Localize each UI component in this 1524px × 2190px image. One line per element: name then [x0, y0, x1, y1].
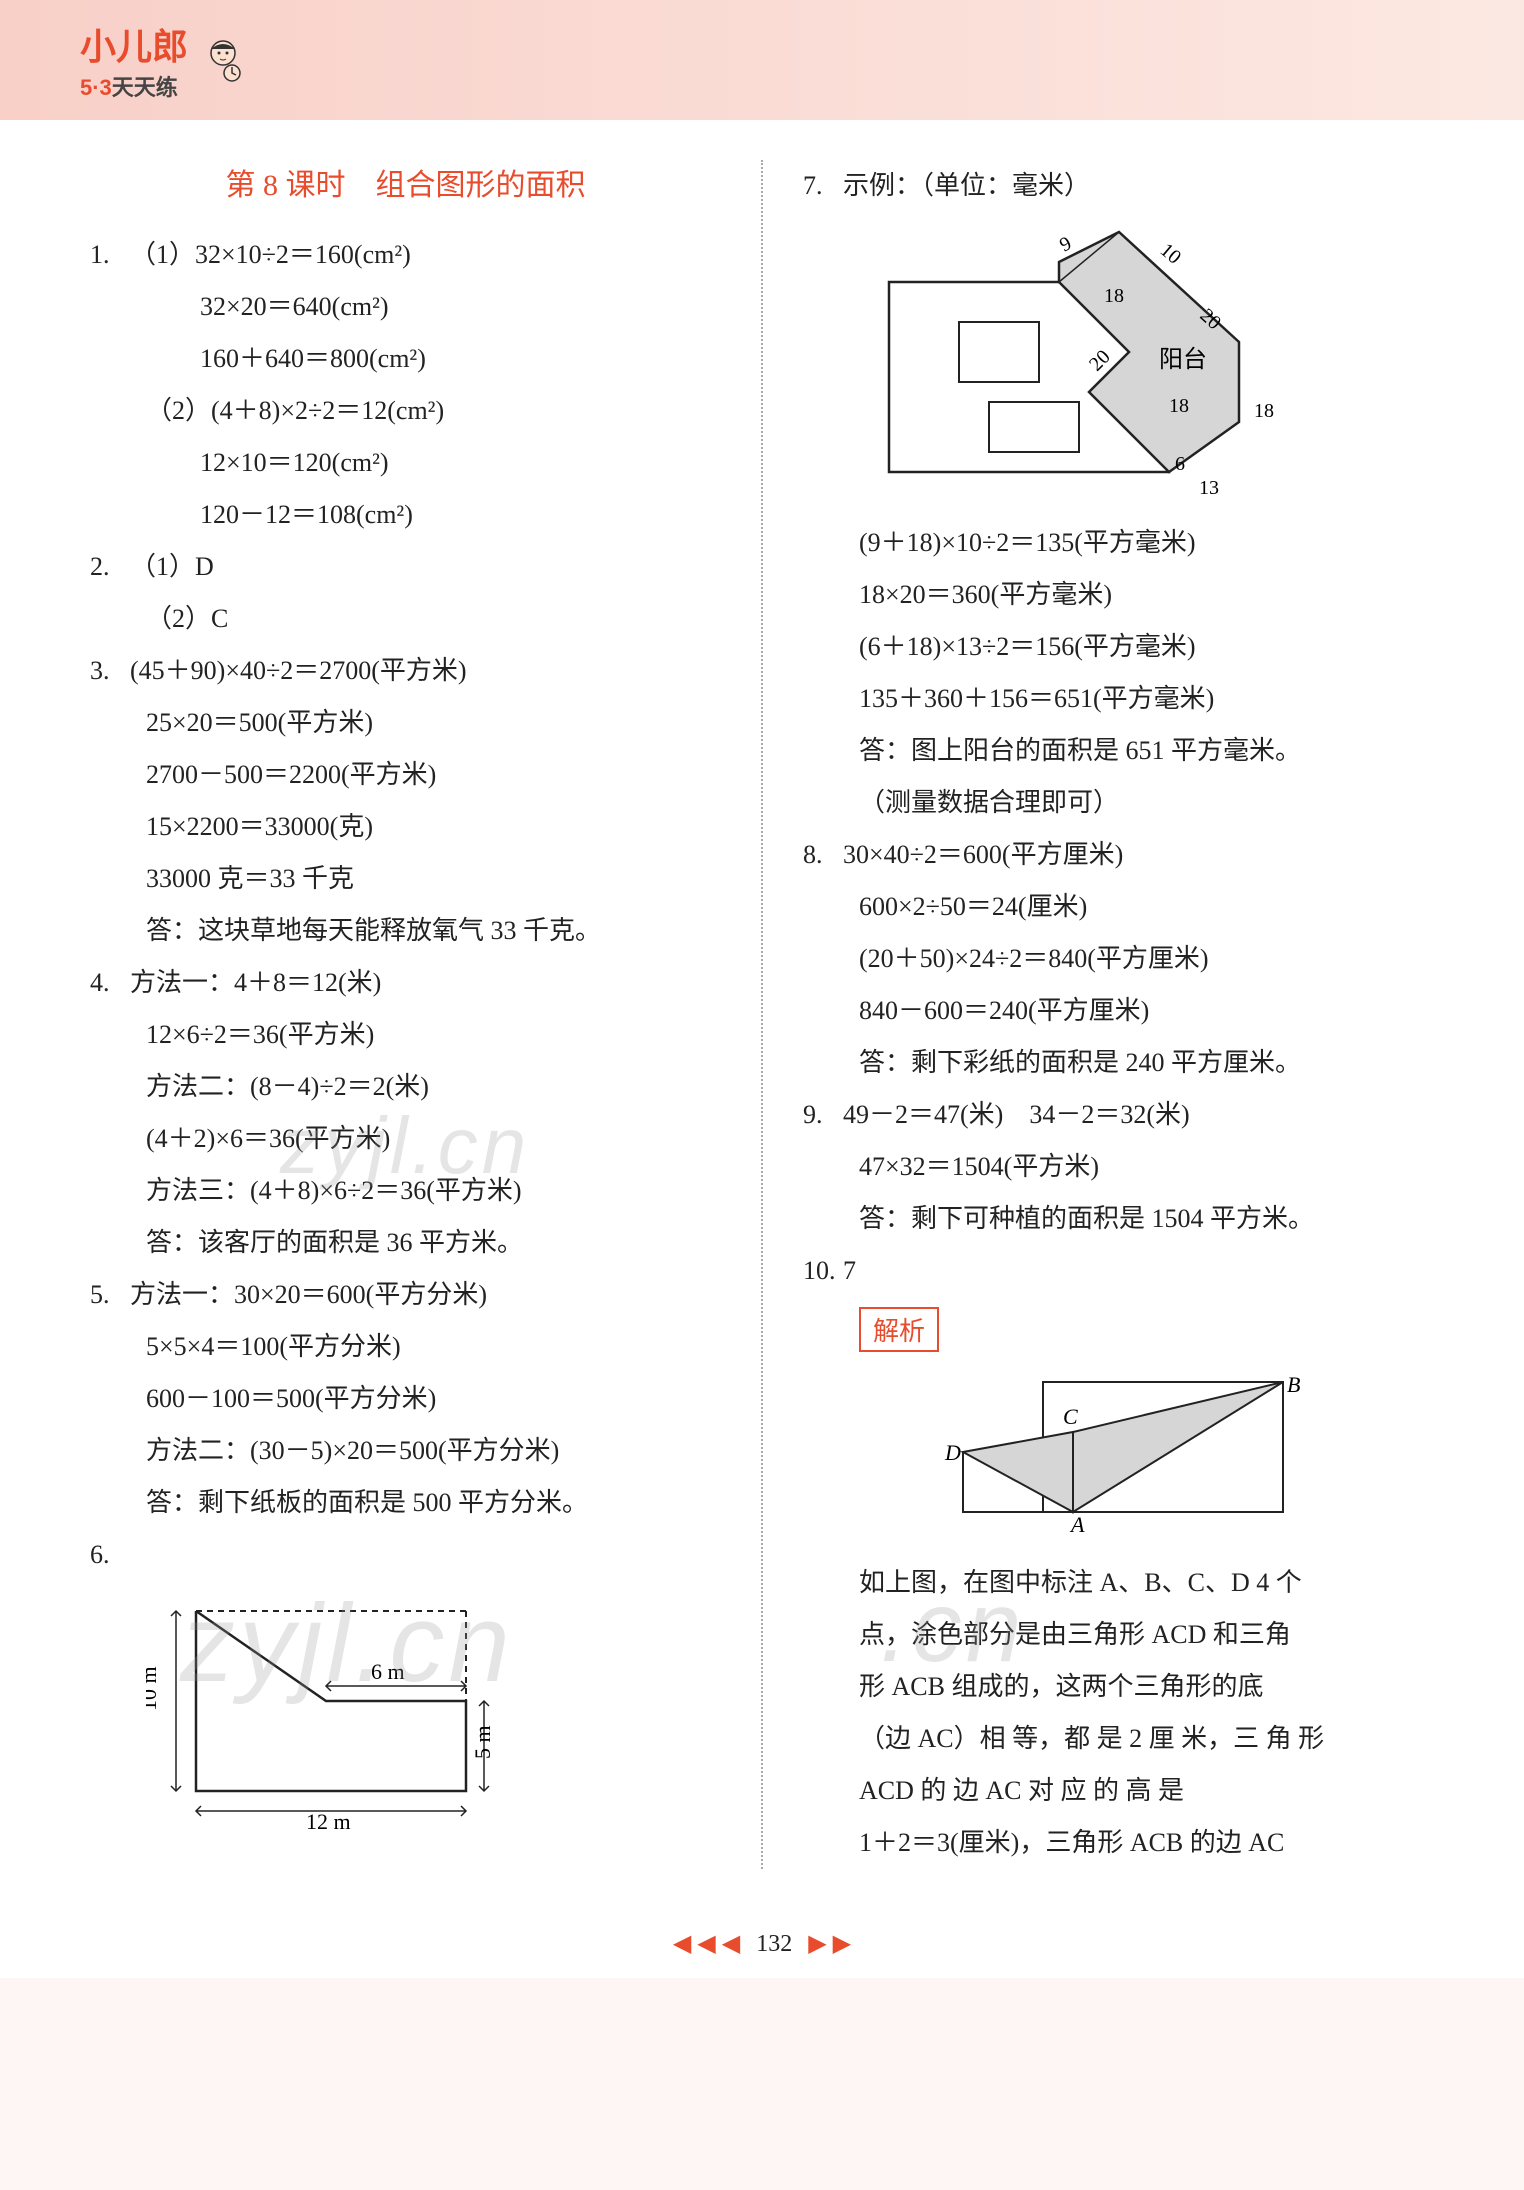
left-column: 第 8 课时 组合图形的面积 1.（1）32×10÷2＝160(cm²) 32×…: [90, 160, 751, 1869]
q10-line: 如上图，在图中标注 A、B、C、D 4 个: [803, 1557, 1434, 1609]
q8-line: 600×2÷50＝24(厘米): [803, 881, 1434, 933]
q10-diagram: A B C D: [943, 1372, 1434, 1547]
q5-line: 600－100＝500(平方分米): [90, 1373, 721, 1425]
svg-text:12 m: 12 m: [306, 1809, 351, 1831]
q7-line: 135＋360＋156＝651(平方毫米): [803, 673, 1434, 725]
q4-line: 方法二：(8－4)÷2＝2(米): [90, 1061, 721, 1113]
svg-text:10 m: 10 m: [146, 1666, 161, 1711]
svg-text:6: 6: [1175, 453, 1185, 475]
q7-line: 7.示例：（单位：毫米）: [803, 160, 1434, 212]
q8-line: 840－600＝240(平方厘米): [803, 985, 1434, 1037]
svg-text:6 m: 6 m: [371, 1659, 405, 1684]
q8-line: 8.30×40÷2＝600(平方厘米): [803, 829, 1434, 881]
q8-line: (20＋50)×24÷2＝840(平方厘米): [803, 933, 1434, 985]
svg-text:C: C: [1063, 1404, 1078, 1429]
q10-line: 10.7: [803, 1245, 1434, 1297]
q10-line: 1＋2＝3(厘米)，三角形 ACB 的边 AC: [803, 1817, 1434, 1869]
svg-text:A: A: [1069, 1512, 1085, 1537]
page-header: 小儿郎 5·3天天练: [0, 0, 1524, 120]
brand-logo: 小儿郎 5·3天天练: [80, 18, 248, 102]
q7-line: (6＋18)×13÷2＝156(平方毫米): [803, 621, 1434, 673]
q4-line: 答：该客厅的面积是 36 平方米。: [90, 1217, 721, 1269]
svg-text:13: 13: [1199, 477, 1219, 499]
q7-line: 答：图上阳台的面积是 651 平方毫米。: [803, 725, 1434, 777]
q2-line: 2.（1）D: [90, 541, 721, 593]
brand-top: 小儿郎: [80, 18, 188, 70]
footer-right-marker: ▶ ▶: [808, 1931, 851, 1957]
svg-text:B: B: [1287, 1372, 1300, 1397]
q5-line: 方法二：(30－5)×20＝500(平方分米): [90, 1425, 721, 1477]
q9-line: 47×32＝1504(平方米): [803, 1141, 1434, 1193]
q7-line: （测量数据合理即可）: [803, 777, 1434, 829]
lesson-title: 第 8 课时 组合图形的面积: [90, 160, 721, 204]
q4-line: 方法三：(4＋8)×6÷2＝36(平方米): [90, 1165, 721, 1217]
q1-line: （2）(4＋8)×2÷2＝12(cm²): [90, 385, 721, 437]
svg-text:D: D: [944, 1440, 961, 1465]
content-area: 第 8 课时 组合图形的面积 1.（1）32×10÷2＝160(cm²) 32×…: [0, 120, 1524, 1909]
q4-line: 4.方法一：4＋8＝12(米): [90, 957, 721, 1009]
analysis-label: 解析: [859, 1307, 939, 1352]
svg-text:5 m: 5 m: [470, 1725, 495, 1759]
svg-text:阳台: 阳台: [1159, 346, 1207, 373]
page-number: 132: [756, 1931, 792, 1957]
column-divider: [761, 160, 763, 1869]
q1-line: 32×20＝640(cm²): [90, 281, 721, 333]
q3-line: 3.(45＋90)×40÷2＝2700(平方米): [90, 645, 721, 697]
q4-line: (4＋2)×6＝36(平方米): [90, 1113, 721, 1165]
svg-text:9: 9: [1056, 232, 1075, 256]
q10-line: ACD 的 边 AC 对 应 的 高 是: [803, 1765, 1434, 1817]
right-column: 7.示例：（单位：毫米） 9 10 18 20 20 18 18 6 13 阳台: [773, 160, 1434, 1869]
svg-text:18: 18: [1104, 285, 1124, 307]
q3-line: 2700－500＝2200(平方米): [90, 749, 721, 801]
q5-line: 答：剩下纸板的面积是 500 平方分米。: [90, 1477, 721, 1529]
q7-line: (9＋18)×10÷2＝135(平方毫米): [803, 517, 1434, 569]
svg-text:10: 10: [1156, 239, 1185, 269]
mascot-icon: [198, 35, 248, 85]
q7-diagram: 9 10 18 20 20 18 18 6 13 阳台: [859, 222, 1434, 507]
svg-text:18: 18: [1254, 400, 1274, 422]
q3-line: 25×20＝500(平方米): [90, 697, 721, 749]
q3-line: 33000 克＝33 千克: [90, 853, 721, 905]
q8-line: 答：剩下彩纸的面积是 240 平方厘米。: [803, 1037, 1434, 1089]
q1-line: 120－12＝108(cm²): [90, 489, 721, 541]
q1-line: 12×10＝120(cm²): [90, 437, 721, 489]
q10-line: 形 ACB 组成的，这两个三角形的底: [803, 1661, 1434, 1713]
svg-text:18: 18: [1169, 395, 1189, 417]
q3-line: 15×2200＝33000(克): [90, 801, 721, 853]
q1-line: 160＋640＝800(cm²): [90, 333, 721, 385]
q10-line: 点，涂色部分是由三角形 ACD 和三角: [803, 1609, 1434, 1661]
q2-line: （2）C: [90, 593, 721, 645]
q5-line: 5.方法一：30×20＝600(平方分米): [90, 1269, 721, 1321]
q3-line: 答：这块草地每天能释放氧气 33 千克。: [90, 905, 721, 957]
footer-left-marker: ◀ ◀ ◀: [673, 1931, 740, 1957]
q6-diagram: 10 m 12 m 6 m 5 m: [146, 1591, 721, 1836]
page-footer: ◀ ◀ ◀ 132 ▶ ▶: [0, 1909, 1524, 1978]
q7-line: 18×20＝360(平方毫米): [803, 569, 1434, 621]
brand-bottom: 5·3天天练: [80, 70, 188, 102]
q9-line: 9.49－2＝47(米) 34－2＝32(米): [803, 1089, 1434, 1141]
q5-line: 5×5×4＝100(平方分米): [90, 1321, 721, 1373]
q1-line: 1.（1）32×10÷2＝160(cm²): [90, 229, 721, 281]
q6-num: 6.: [90, 1529, 721, 1581]
q9-line: 答：剩下可种植的面积是 1504 平方米。: [803, 1193, 1434, 1245]
q4-line: 12×6÷2＝36(平方米): [90, 1009, 721, 1061]
q10-line: （边 AC）相 等，都 是 2 厘 米，三 角 形: [803, 1713, 1434, 1765]
